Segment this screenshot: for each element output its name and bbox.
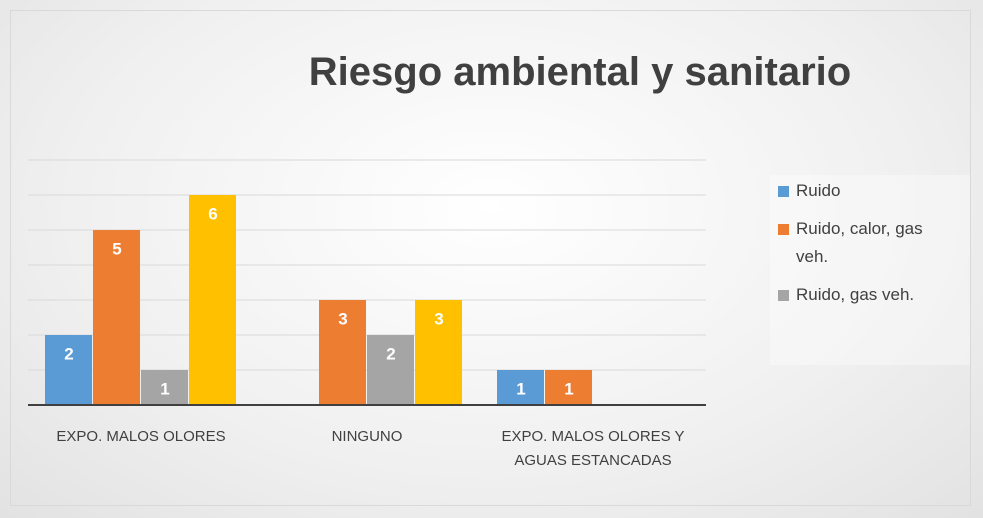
data-label: 3: [338, 309, 347, 328]
data-label: 2: [386, 344, 395, 363]
legend-swatch: [778, 224, 789, 235]
bar: [545, 370, 592, 405]
x-tick-label: EXPO. MALOS OLORES Y AGUAS ESTANCADAS: [501, 428, 685, 469]
bar: [497, 370, 544, 405]
bar: [319, 300, 366, 405]
data-label: 6: [208, 204, 217, 223]
legend-swatch: [778, 186, 789, 197]
data-label: 5: [112, 239, 121, 258]
data-label: 1: [564, 379, 573, 398]
legend-label: Ruido, gas veh.: [796, 285, 915, 304]
data-label: 1: [516, 379, 525, 398]
chart-title: Riesgo ambiental y sanitario: [308, 50, 852, 94]
frame: [10, 10, 971, 506]
legend-item: Ruido, gas veh.: [778, 281, 958, 309]
x-tick-label: EXPO. MALOS OLORES: [56, 428, 226, 445]
data-label: 2: [64, 344, 73, 363]
bar: [415, 300, 462, 405]
legend: [770, 175, 970, 365]
bar: [367, 335, 414, 405]
bar: [189, 195, 236, 405]
legend-swatch: [778, 290, 789, 301]
bar: [93, 230, 140, 405]
bar: [141, 370, 188, 405]
data-label: 1: [160, 379, 169, 398]
data-label: 3: [434, 309, 443, 328]
legend-item: Ruido: [778, 177, 958, 205]
legend-label: Ruido, calor, gas veh.: [796, 219, 923, 266]
legend-label: Ruido: [796, 181, 841, 200]
bar: [45, 335, 92, 405]
legend-item: Ruido, calor, gas veh.: [778, 215, 958, 271]
x-tick-label: NINGUNO: [331, 428, 403, 445]
